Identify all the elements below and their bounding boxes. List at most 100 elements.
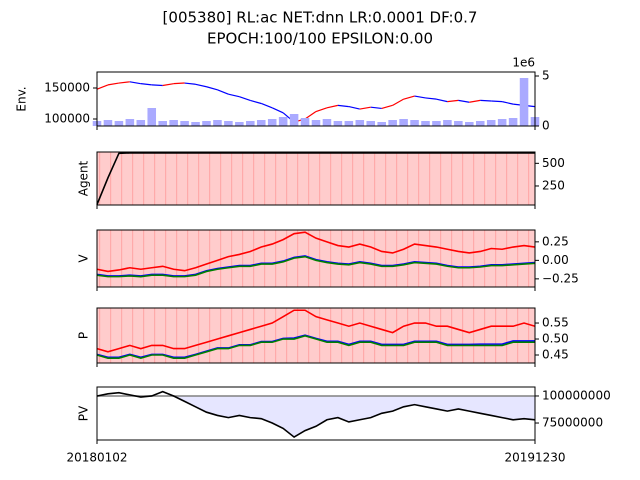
series-line xyxy=(96,334,535,360)
y-tick-label: 100000000 xyxy=(542,388,611,402)
price-segment xyxy=(184,82,196,85)
volume-bar xyxy=(180,121,189,126)
price-segment xyxy=(162,83,174,87)
volume-bar xyxy=(114,121,124,126)
price-segment xyxy=(348,106,360,110)
volume-bar xyxy=(213,120,222,126)
price-segment xyxy=(326,104,339,109)
y-axis-label: P xyxy=(77,332,91,339)
plot-area xyxy=(96,390,536,439)
x-tick-label: 20180102 xyxy=(66,451,127,465)
volume-bar xyxy=(410,120,419,126)
price-segment xyxy=(315,107,328,113)
volume-bar xyxy=(366,121,376,126)
loss-fill xyxy=(97,395,535,438)
axes-frame xyxy=(96,229,536,288)
volume-bar xyxy=(158,121,167,126)
price-segment xyxy=(359,106,371,110)
volume-bar xyxy=(475,121,485,126)
volume-bar xyxy=(267,119,277,126)
price-segment xyxy=(239,96,251,101)
price-segment xyxy=(195,83,207,88)
price-segment xyxy=(129,81,141,85)
y2-tick-label: 0 xyxy=(542,119,550,133)
volume-bar xyxy=(289,114,299,126)
volume-bar xyxy=(508,118,518,126)
x-tick-label: 20191230 xyxy=(504,451,565,465)
volume-bar xyxy=(486,120,496,126)
volume-bar xyxy=(432,121,441,126)
price-segment xyxy=(337,104,349,108)
y-tick-label: −0.25 xyxy=(542,271,579,285)
volume-bar xyxy=(125,119,135,126)
y2-offset-label: 1e6 xyxy=(512,56,535,70)
series-line xyxy=(96,231,536,273)
price-segment xyxy=(491,100,503,103)
plot-area xyxy=(96,231,536,278)
action-stripes xyxy=(97,152,535,205)
price-segment xyxy=(304,111,317,120)
y-tick-label: 75000000 xyxy=(542,416,603,430)
price-segment xyxy=(447,99,459,103)
axes-frame xyxy=(96,307,536,364)
volume-bar xyxy=(399,119,408,126)
y2-tick-label: 5 xyxy=(542,69,550,83)
price-segment xyxy=(381,104,393,110)
price-segment xyxy=(206,86,218,91)
series-line xyxy=(96,309,536,353)
y-tick-label: 0.25 xyxy=(542,234,569,248)
price-segment xyxy=(228,93,240,98)
y-tick-label: 0.45 xyxy=(542,348,569,362)
price-segment xyxy=(271,107,284,114)
volume-bar xyxy=(388,120,397,126)
volume-bar xyxy=(311,120,321,126)
plot-area xyxy=(96,152,535,205)
chart-title: [005380] RL:ac NET:dnn LR:0.0001 DF:0.7 xyxy=(163,9,478,27)
volume-bar xyxy=(202,121,211,126)
price-segment xyxy=(173,82,185,85)
volume-bar xyxy=(300,118,310,126)
y-axis-label: PV xyxy=(77,405,91,421)
volume-bar xyxy=(147,108,157,126)
volume-bar xyxy=(454,121,463,126)
action-stripes xyxy=(97,230,535,287)
y-tick-label: 0.55 xyxy=(542,316,569,330)
volume-bar xyxy=(136,120,146,126)
price-segment xyxy=(370,106,382,110)
series-line xyxy=(96,390,536,439)
volume-bar xyxy=(246,121,255,126)
price-segment xyxy=(425,97,437,100)
y-axis-label: V xyxy=(77,254,91,263)
volume-bar xyxy=(235,122,244,126)
y-axis-label: Agent xyxy=(77,160,91,196)
volume-bar xyxy=(519,78,529,126)
volume-bar xyxy=(377,122,386,126)
volume-bar xyxy=(191,122,200,126)
y-tick-label: 500 xyxy=(542,156,565,170)
price-segment xyxy=(118,81,130,84)
price-segment xyxy=(217,89,229,95)
price-segment xyxy=(107,82,120,86)
price-segment xyxy=(392,98,404,106)
series-line xyxy=(96,152,535,205)
price-segment xyxy=(96,84,109,90)
price-segment xyxy=(480,99,492,102)
price-segment xyxy=(414,95,426,99)
volume-bar xyxy=(465,122,474,126)
volume-bar xyxy=(443,120,452,126)
price-segment xyxy=(261,102,273,109)
plot-area xyxy=(92,78,540,126)
y-tick-label: 0.00 xyxy=(542,253,569,267)
volume-bar xyxy=(355,120,365,126)
axes-frame xyxy=(96,151,536,206)
volume-bar xyxy=(344,121,354,126)
y-tick-label: 250 xyxy=(542,178,565,192)
y-tick-label: 0.50 xyxy=(542,332,569,346)
volume-bar xyxy=(103,120,113,126)
volume-bar xyxy=(497,119,507,126)
volume-bar xyxy=(278,117,288,126)
price-segment xyxy=(403,95,415,100)
volume-bar xyxy=(224,121,233,126)
volume-bar xyxy=(256,120,266,126)
